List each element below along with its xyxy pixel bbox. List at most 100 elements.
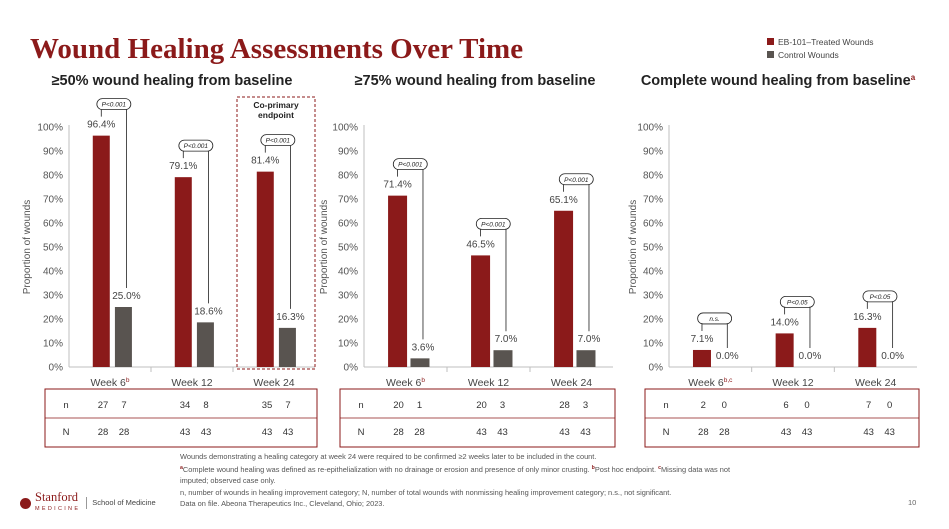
slide-title: Wound Healing Assessments Over Time [30,33,523,65]
table-value-control: 43 [802,427,813,438]
data-label-treated: 14.0% [770,317,798,328]
pvalue-badge [260,134,296,147]
table-value-treated: 2 [701,400,706,411]
bar-treated [471,255,491,367]
y-axis-label: Proportion of wounds [628,200,639,295]
co-primary-endpoint-label: endpoint [258,110,294,120]
y-tick-label: 100% [332,123,358,134]
y-tick-label: 30% [338,291,358,302]
table-value-treated: 43 [476,427,487,438]
table-value-control: 3 [500,400,505,411]
school-of-medicine-label: School of Medicine [86,497,156,509]
footnote-3: imputed; observed case only. [180,476,276,486]
y-axis-label: Proportion of wounds [22,200,33,295]
table-value-treated: 43 [781,427,792,438]
legend-label-control: Control Wounds [778,50,839,60]
data-label-control: 7.0% [578,334,601,345]
y-tick-label: 0% [344,363,359,374]
pvalue-label: P<0.001 [102,102,127,109]
footnote-2-text-a: Complete wound healing was defined as re… [182,464,592,474]
footnote-2-text-b: Post hoc endpoint. [594,464,659,474]
pvalue-badge [779,295,815,308]
bar-treated [92,135,110,367]
data-label-treated: 7.1% [691,334,714,345]
x-tick-sup: b [126,377,130,384]
table-value-treated: 43 [863,427,874,438]
y-tick-label: 80% [643,171,663,182]
y-tick-label: 20% [643,315,663,326]
x-tick-label: Week 12 [772,377,813,389]
table-value-control: 7 [285,400,290,411]
footnotes: Wounds demonstrating a healing category … [180,451,900,510]
y-tick-label: 50% [43,243,63,254]
data-label-treated: 71.4% [383,180,411,191]
y-tick-label: 100% [637,123,663,134]
footnote-4: n, number of wounds in healing improveme… [180,487,672,497]
data-label-control: 0.0% [799,351,822,362]
pvalue-label: P<0.001 [266,138,291,145]
pvalue-badge [178,139,214,152]
table-value-control: 43 [283,427,294,438]
y-tick-label: 60% [338,219,358,230]
table-value-treated: 7 [866,400,871,411]
data-label-treated: 16.3% [853,312,881,323]
table-row-label: N [358,427,365,438]
bar-treated [775,333,794,367]
footnote-2-sup-a: a [180,464,183,471]
bar-control [114,307,132,367]
x-tick-label: Week 24 [253,377,294,389]
table-row-label: N [63,427,70,438]
y-tick-label: 70% [338,195,358,206]
y-tick-label: 70% [643,195,663,206]
data-label-control: 25.0% [112,291,140,302]
table-value-treated: 28 [559,400,570,411]
pvalue-label: P<0.001 [564,177,589,184]
y-tick-label: 20% [338,315,358,326]
pvalue-badge [558,173,594,186]
table-value-control: 28 [719,427,730,438]
x-tick-label: Week 24 [551,377,592,389]
pvalue-badge [862,290,898,303]
chart-panel-2: ≥75% wound healing from baseline 0% 10% 20%… [319,73,616,448]
data-label-control: 18.6% [194,306,222,317]
pvalue-label: P<0.05 [787,299,808,306]
footer-logo: Stanford MEDICINE School of Medicine [20,491,156,515]
data-label-treated: 46.5% [466,239,494,250]
y-tick-label: 10% [338,339,358,350]
bar-treated [388,195,408,367]
x-tick-label: Week 12 [468,377,509,389]
table-value-treated: 28 [698,427,709,438]
table-value-control: 0 [887,400,892,411]
chart-panel-3: Complete wound healing from baselinea 0% 1… [628,73,920,448]
table-value-treated: 43 [180,427,191,438]
pvalue-badge [96,98,132,111]
y-tick-label: 60% [43,219,63,230]
bar-control [196,322,214,367]
legend-swatch-control [767,51,774,58]
bar-control [410,358,430,367]
legend: EB-101–Treated Wounds Control Wounds [767,37,873,60]
x-tick-sup: b [421,377,425,384]
table-value-control: 43 [884,427,895,438]
x-tick-label: Week 6b [386,377,425,389]
pvalue-badge [475,217,511,230]
data-label-control: 7.0% [495,334,518,345]
data-label-control: 0.0% [716,351,739,362]
table-value-treated: 43 [262,427,273,438]
y-tick-label: 100% [37,123,63,134]
data-label-treated: 65.1% [549,195,577,206]
y-tick-label: 20% [43,315,63,326]
y-tick-label: 10% [43,339,63,350]
y-tick-label: 0% [49,363,64,374]
chart-title: ≥75% wound healing from baseline [355,73,596,89]
table-value-control: 28 [414,427,425,438]
table-row-label: n [663,400,668,411]
bar-treated [256,171,274,367]
table-value-control: 43 [580,427,591,438]
x-tick-label: Week 6b [90,377,129,389]
bar-treated [692,349,711,367]
x-tick-sup: b,c [724,377,733,384]
table-value-control: 43 [497,427,508,438]
x-tick-label: Week 6b,c [688,377,733,389]
